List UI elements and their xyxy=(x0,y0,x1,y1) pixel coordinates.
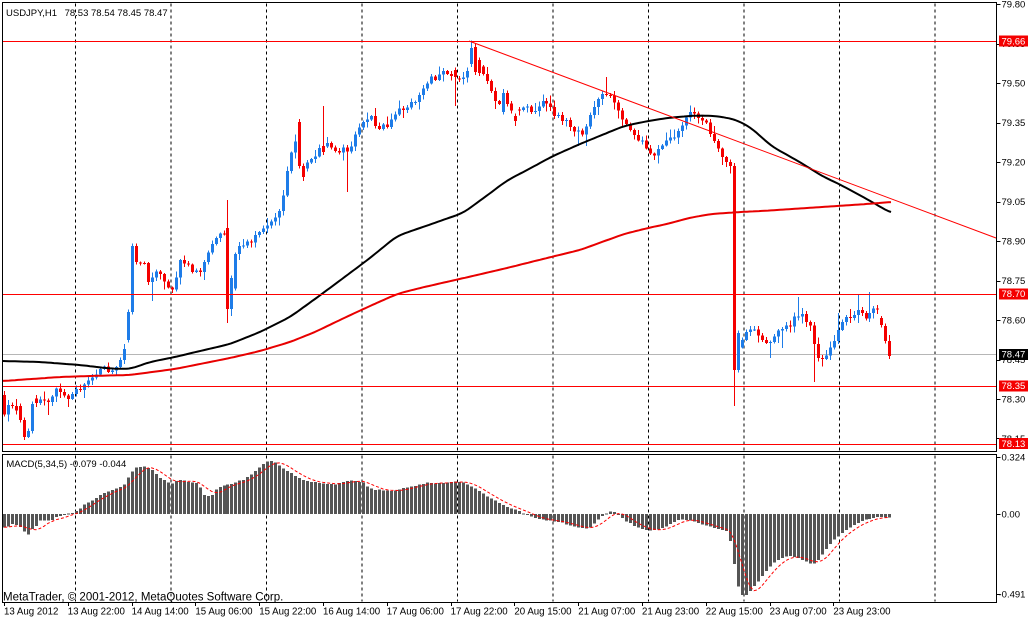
svg-text:22 Aug 15:00: 22 Aug 15:00 xyxy=(706,606,764,617)
svg-text:20 Aug 15:00: 20 Aug 15:00 xyxy=(514,606,572,617)
svg-text:15 Aug 06:00: 15 Aug 06:00 xyxy=(195,606,253,617)
svg-text:15 Aug 22:00: 15 Aug 22:00 xyxy=(259,606,317,617)
svg-text:MetaTrader, © 2001-2012, MetaQ: MetaTrader, © 2001-2012, MetaQuotes Soft… xyxy=(3,592,283,604)
svg-text:79.50: 79.50 xyxy=(1002,79,1026,90)
svg-text:78.75: 78.75 xyxy=(1002,276,1026,287)
svg-text:78.70: 78.70 xyxy=(1002,289,1026,300)
svg-text:17 Aug 22:00: 17 Aug 22:00 xyxy=(451,606,509,617)
svg-text:0.00: 0.00 xyxy=(1002,509,1021,520)
svg-text:0.324: 0.324 xyxy=(1002,452,1026,463)
svg-text:14 Aug 14:00: 14 Aug 14:00 xyxy=(132,606,190,617)
svg-text:13 Aug 2012: 13 Aug 2012 xyxy=(4,606,58,617)
svg-text:78.90: 78.90 xyxy=(1002,237,1026,248)
svg-text:79.80: 79.80 xyxy=(1002,0,1026,11)
svg-text:78.60: 78.60 xyxy=(1002,315,1026,326)
svg-text:MACD(5,34,5) -0.079 -0.044: MACD(5,34,5) -0.079 -0.044 xyxy=(6,459,126,470)
svg-text:13 Aug 22:00: 13 Aug 22:00 xyxy=(68,606,126,617)
svg-text:USDJPY,H1: USDJPY,H1 xyxy=(6,8,57,19)
svg-text:78.13: 78.13 xyxy=(1002,439,1026,450)
svg-text:79.66: 79.66 xyxy=(1002,37,1026,48)
svg-text:78.35: 78.35 xyxy=(1002,381,1026,392)
svg-text:21 Aug 23:00: 21 Aug 23:00 xyxy=(642,606,700,617)
svg-text:79.20: 79.20 xyxy=(1002,158,1026,169)
svg-text:17 Aug 06:00: 17 Aug 06:00 xyxy=(387,606,445,617)
svg-text:-0.491: -0.491 xyxy=(999,589,1026,600)
svg-text:79.35: 79.35 xyxy=(1002,118,1026,129)
svg-text:78.47: 78.47 xyxy=(1002,350,1026,361)
svg-text:23 Aug 07:00: 23 Aug 07:00 xyxy=(770,606,828,617)
svg-text:23 Aug 23:00: 23 Aug 23:00 xyxy=(833,606,891,617)
svg-text:78.45: 78.45 xyxy=(1002,355,1026,366)
svg-text:21 Aug 07:00: 21 Aug 07:00 xyxy=(578,606,636,617)
svg-text:16 Aug 14:00: 16 Aug 14:00 xyxy=(323,606,381,617)
svg-text:79.05: 79.05 xyxy=(1002,197,1026,208)
svg-text:78.53 78.54 78.45 78.47: 78.53 78.54 78.45 78.47 xyxy=(65,8,168,19)
svg-text:78.30: 78.30 xyxy=(1002,394,1026,405)
